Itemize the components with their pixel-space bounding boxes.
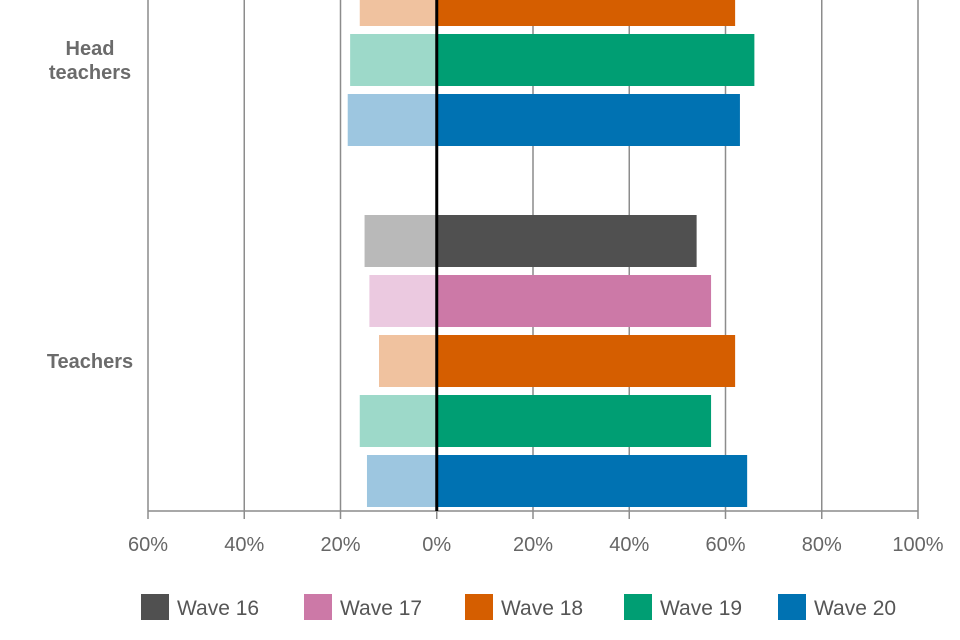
group-label: Head teachers bbox=[49, 38, 131, 84]
legend-label: Wave 18 bbox=[501, 597, 583, 620]
legend-swatch bbox=[624, 594, 652, 620]
bar-negative bbox=[369, 275, 437, 327]
bar-negative bbox=[350, 34, 437, 86]
x-tick-label: 60% bbox=[128, 534, 168, 556]
x-tick-labels: 60% 40% 20% 0% 20% 40% 60% 80% 100% bbox=[128, 534, 944, 556]
x-tick-label: 20% bbox=[320, 534, 360, 556]
x-tick-label: 60% bbox=[705, 534, 745, 556]
bar-positive bbox=[436, 335, 736, 387]
bar-negative bbox=[359, 0, 437, 26]
x-tick-label: 40% bbox=[224, 534, 264, 556]
bar-negative bbox=[364, 215, 437, 267]
bar-positive bbox=[436, 94, 740, 146]
x-tick-label: 40% bbox=[609, 534, 649, 556]
x-tick-label: 80% bbox=[802, 534, 842, 556]
bars bbox=[347, 0, 755, 507]
group-label-line: Teachers bbox=[47, 351, 133, 373]
group-labels: Head teachers Teachers bbox=[47, 38, 133, 373]
group-label: Teachers bbox=[47, 351, 133, 373]
legend-swatch bbox=[778, 594, 806, 620]
bar-negative bbox=[347, 94, 437, 146]
legend-label: Wave 17 bbox=[340, 597, 422, 620]
group-label-line: Head bbox=[66, 38, 115, 60]
bar-positive bbox=[436, 275, 712, 327]
bar-negative bbox=[366, 455, 437, 507]
bar-positive bbox=[436, 455, 748, 507]
bar-positive bbox=[436, 215, 697, 267]
bar-positive bbox=[436, 395, 712, 447]
axes bbox=[147, 0, 919, 519]
bar-negative bbox=[379, 335, 437, 387]
legend-swatch bbox=[465, 594, 493, 620]
bar-positive bbox=[436, 0, 736, 26]
legend-label: Wave 20 bbox=[814, 597, 896, 620]
legend-swatch bbox=[141, 594, 169, 620]
legend: Wave 16 Wave 17 Wave 18 Wave 19 Wave 20 bbox=[141, 594, 896, 620]
x-tick-label: 0% bbox=[422, 534, 451, 556]
legend-label: Wave 19 bbox=[660, 597, 742, 620]
bar-positive bbox=[436, 34, 755, 86]
legend-swatch bbox=[304, 594, 332, 620]
x-tick-label: 20% bbox=[513, 534, 553, 556]
bar-negative bbox=[359, 395, 437, 447]
legend-label: Wave 16 bbox=[177, 597, 259, 620]
group-label-line: teachers bbox=[49, 62, 131, 84]
x-tick-label: 100% bbox=[892, 534, 943, 556]
